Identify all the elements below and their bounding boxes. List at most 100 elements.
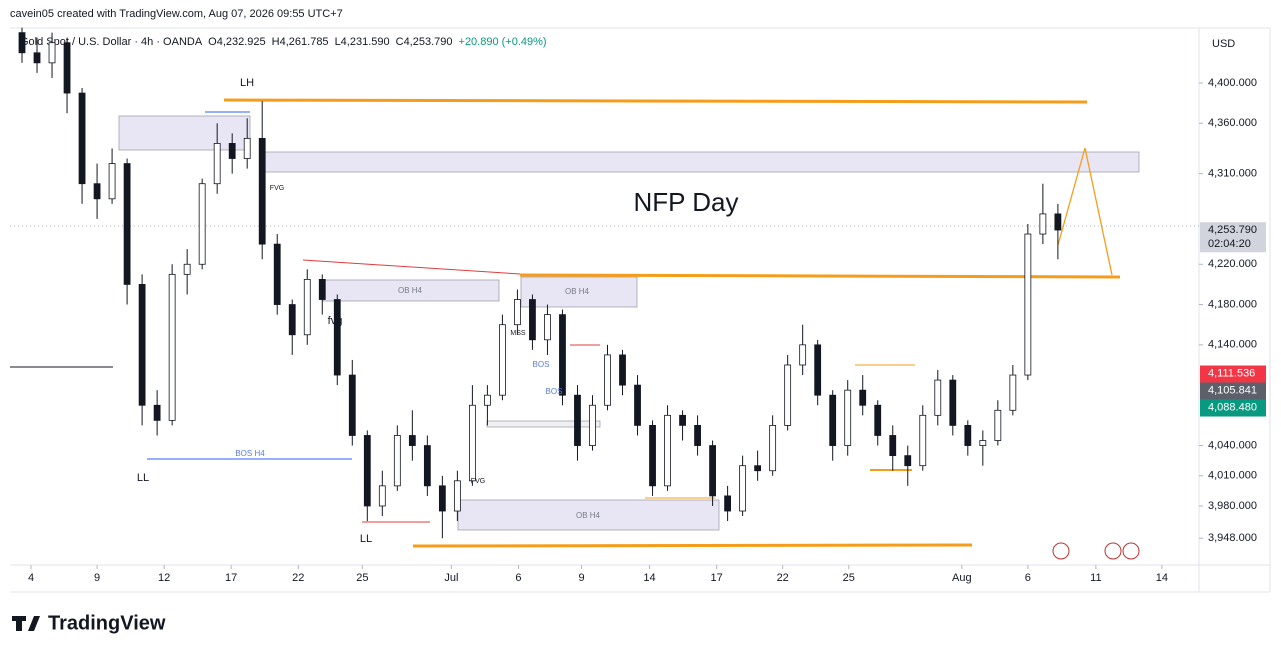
trend-line xyxy=(302,259,521,275)
x-tick-label: 4 xyxy=(28,572,34,584)
zone xyxy=(261,151,1140,173)
x-tick-label: 17 xyxy=(225,572,237,584)
x-tick-label: 6 xyxy=(1025,572,1031,584)
y-tick-label: 4,040.000 xyxy=(1208,439,1257,451)
x-tick-label: 25 xyxy=(843,572,855,584)
candle-body xyxy=(288,304,296,336)
annotation: MSS xyxy=(510,330,526,337)
ohlc-value: +20.890 (+0.49%) xyxy=(459,36,547,48)
y-tick-label: 3,948.000 xyxy=(1208,532,1257,544)
candle-body xyxy=(213,143,221,185)
annotation: OB H4 xyxy=(565,287,590,296)
price-tag-label: 4,253.790 xyxy=(1208,224,1257,236)
x-tick-label: 22 xyxy=(777,572,789,584)
annotation: BOS H4 xyxy=(235,449,265,458)
candle-body xyxy=(799,344,807,366)
candle-body xyxy=(559,314,566,396)
y-tick-label: 4,180.000 xyxy=(1208,298,1257,310)
candle-body xyxy=(859,389,867,406)
candle-body xyxy=(919,414,927,467)
candle-body xyxy=(453,480,461,512)
candle-body xyxy=(363,435,371,507)
candle-body xyxy=(499,324,506,396)
annotation: FVG xyxy=(471,478,485,485)
candle-body xyxy=(709,445,716,497)
y-tick-label: 3,980.000 xyxy=(1208,500,1257,512)
order-block xyxy=(520,276,638,308)
candle-body xyxy=(814,344,822,396)
candle-body xyxy=(829,394,837,446)
candle-body xyxy=(48,42,56,64)
symbol-legend: Gold Spot / U.S. Dollar · 4h · OANDA O4,2… xyxy=(20,36,547,48)
currency: USD xyxy=(1212,38,1235,50)
candle-body xyxy=(138,284,146,406)
symbol: Gold Spot / U.S. Dollar · 4h · OANDA xyxy=(20,36,203,48)
price-tag-label: 4,088.480 xyxy=(1208,401,1257,413)
x-tick-label: 22 xyxy=(292,572,304,584)
candle-body xyxy=(889,435,897,457)
event-icon xyxy=(1052,542,1070,560)
event-icon xyxy=(1104,542,1122,560)
candle-body xyxy=(468,404,476,482)
annotation: LH xyxy=(240,77,254,89)
candle-body xyxy=(348,374,356,436)
candle-body xyxy=(303,278,311,336)
x-tick-label: 14 xyxy=(643,572,655,584)
x-tick-label: 17 xyxy=(711,572,723,584)
x-tick-label: 25 xyxy=(356,572,368,584)
candle-body xyxy=(574,394,581,446)
candle-body xyxy=(784,364,792,426)
candle-body xyxy=(18,32,26,54)
candle-body xyxy=(949,379,957,426)
level-line xyxy=(412,543,973,548)
candle-body xyxy=(649,425,656,487)
price-tag-label: 4,111.536 xyxy=(1208,367,1255,379)
ohlc-value: L4,231.590 xyxy=(335,36,390,48)
candle-body xyxy=(63,42,71,94)
logo: TradingView xyxy=(12,612,166,634)
candle-body xyxy=(679,414,686,426)
candle-body xyxy=(739,465,747,512)
candle-body xyxy=(318,278,326,300)
annotation: BOS xyxy=(546,387,563,396)
price-tag xyxy=(1200,222,1266,253)
x-tick-label: Aug xyxy=(952,572,972,584)
candle-body xyxy=(198,183,206,265)
candle-body xyxy=(78,92,86,185)
order-block xyxy=(457,499,720,531)
candle-body xyxy=(243,137,251,159)
candle-body xyxy=(228,143,236,159)
annotation: FVG xyxy=(270,185,284,192)
x-tick-label: 11 xyxy=(1090,572,1101,584)
y-tick-label: 4,010.000 xyxy=(1208,470,1257,482)
logo-text: TradingView xyxy=(48,612,166,634)
candle-body xyxy=(529,299,536,341)
candle-body xyxy=(183,263,191,275)
candle-body xyxy=(634,384,641,426)
candle-body xyxy=(904,455,912,467)
x-tick-label: 6 xyxy=(515,572,521,584)
event-icon xyxy=(1122,542,1140,560)
candle-body xyxy=(333,299,341,376)
candle-body xyxy=(619,354,626,386)
candle-body xyxy=(994,409,1002,441)
candle-body xyxy=(33,52,41,64)
annotation: BOS xyxy=(533,360,550,369)
candle-body xyxy=(258,137,266,245)
candle-body xyxy=(724,495,732,512)
candle-body xyxy=(979,440,987,446)
zone xyxy=(486,420,601,428)
y-tick-label: 4,140.000 xyxy=(1208,339,1257,351)
candle-body xyxy=(874,404,882,436)
annotation: LL xyxy=(360,533,372,545)
candle-body xyxy=(1009,374,1017,411)
x-tick-label: 9 xyxy=(94,572,100,584)
candle-body xyxy=(514,299,521,326)
candle-body xyxy=(393,435,401,487)
price-tag xyxy=(1200,382,1266,400)
annotation: OB H4 xyxy=(398,286,423,295)
x-tick-label: 12 xyxy=(158,572,170,584)
candle-body xyxy=(93,183,101,200)
projection xyxy=(1057,147,1113,276)
